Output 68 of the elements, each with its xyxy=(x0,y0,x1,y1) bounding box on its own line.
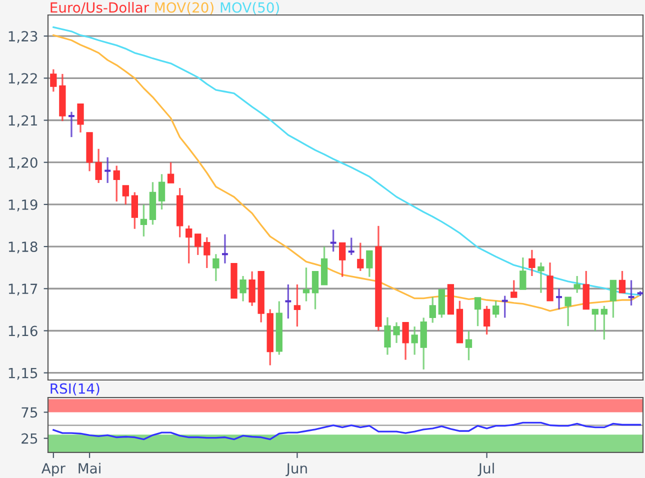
candlestick xyxy=(411,326,418,356)
candlestick xyxy=(618,270,626,294)
x-tick-label: Jul xyxy=(478,462,494,476)
candlestick xyxy=(429,296,436,324)
candlestick xyxy=(167,162,174,184)
candlestick xyxy=(104,156,112,184)
candlestick xyxy=(284,284,292,320)
candlestick xyxy=(339,242,346,278)
candlestick xyxy=(67,110,76,138)
candlestick xyxy=(194,233,202,256)
candlestick xyxy=(302,266,310,302)
candlestick xyxy=(95,148,102,184)
y-tick-label: 75 xyxy=(22,407,38,418)
text: MOV(50) xyxy=(220,2,279,14)
text: RSI(14) xyxy=(50,383,100,396)
candlestick xyxy=(483,305,490,336)
y-tick-label: 1,18 xyxy=(8,242,38,254)
candlestick xyxy=(347,236,356,256)
y-tick-label: 1,20 xyxy=(8,157,38,170)
candlestick xyxy=(600,305,608,340)
candlestick xyxy=(510,279,518,298)
candlestick xyxy=(465,330,472,362)
candlestick xyxy=(492,300,500,319)
candlestick xyxy=(402,321,409,361)
y-tick-label: 1,19 xyxy=(8,199,38,212)
candlestick xyxy=(204,236,210,269)
candlestick xyxy=(329,228,338,252)
candlestick xyxy=(384,316,391,356)
candlestick xyxy=(158,173,166,210)
candlestick xyxy=(528,249,536,277)
x-tick-label: Jun xyxy=(286,463,307,476)
text: MOV(20) xyxy=(155,2,214,14)
candlestick xyxy=(248,270,256,307)
y-tick-label: 25 xyxy=(22,433,38,444)
candlestick xyxy=(77,102,84,134)
y-tick-label: 1,23 xyxy=(8,31,38,43)
candlestick xyxy=(131,191,138,230)
y-tick-label: 1,15 xyxy=(8,368,38,380)
candlestick xyxy=(186,224,192,264)
line-series xyxy=(52,422,642,440)
candlestick xyxy=(294,284,301,328)
y-tick-label: 1,17 xyxy=(8,284,38,296)
candlestick xyxy=(520,256,526,290)
y-tick-label: 1,16 xyxy=(8,326,38,338)
candlestick xyxy=(555,288,564,310)
candlestick xyxy=(312,270,319,310)
x-tick-label: Mai xyxy=(78,462,100,474)
x-tick-label: Apr xyxy=(42,463,66,476)
candlestick xyxy=(366,250,373,278)
text: Euro/Us-Dollar xyxy=(50,2,150,14)
candlestick xyxy=(592,308,598,332)
candlestick xyxy=(220,234,229,264)
candlestick xyxy=(474,296,482,327)
candlestick xyxy=(122,184,129,206)
candlestick xyxy=(393,321,400,344)
candlestick xyxy=(538,262,544,294)
candlestick xyxy=(610,279,617,319)
candlestick xyxy=(140,204,148,238)
candlestick xyxy=(564,296,572,327)
candlestick xyxy=(113,164,120,202)
y-tick-label: 1,21 xyxy=(8,115,37,128)
candlestick xyxy=(212,253,220,282)
candlestick xyxy=(240,275,246,302)
y-tick-label: 1,22 xyxy=(8,73,37,86)
candlestick xyxy=(357,242,364,272)
candlestick xyxy=(500,294,509,319)
candlestick xyxy=(50,68,57,92)
candlestick xyxy=(574,275,580,294)
